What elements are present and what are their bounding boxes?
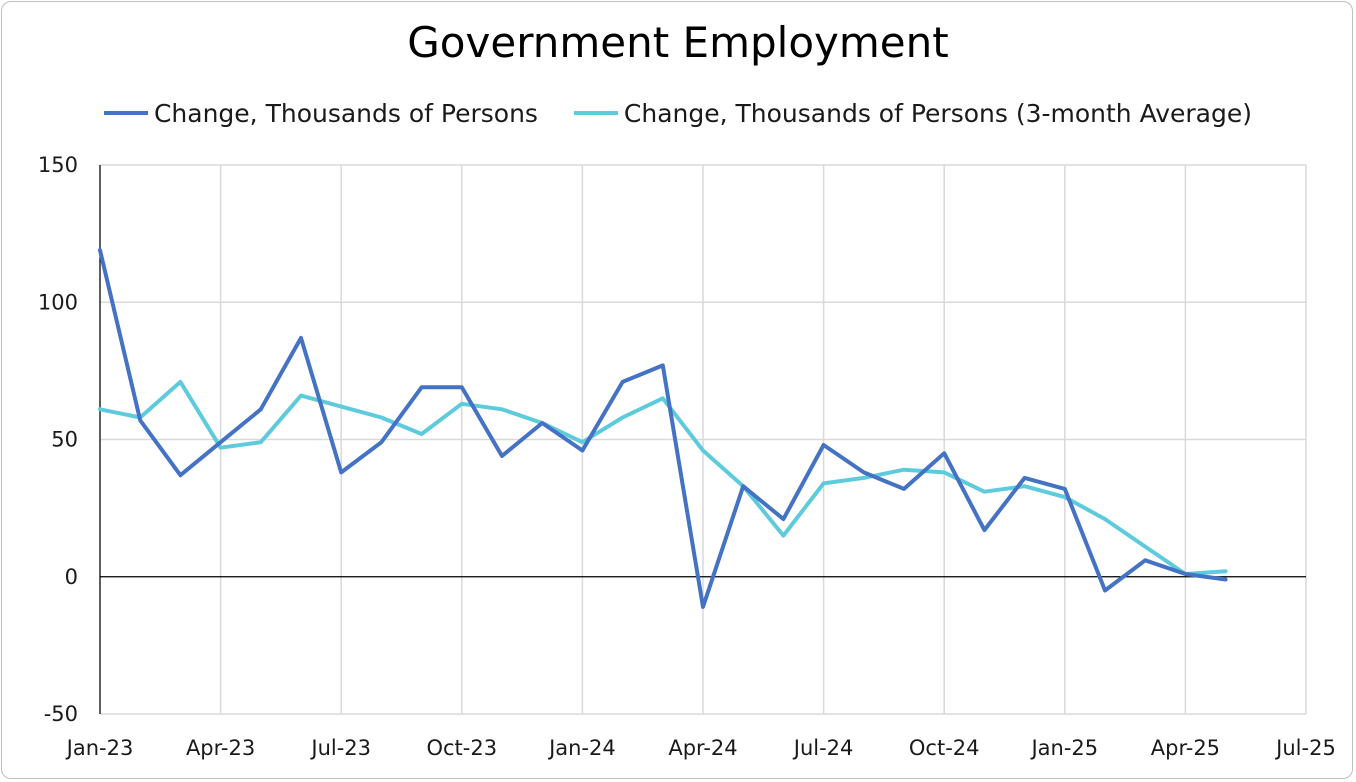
y-tick-label: 100 (38, 290, 78, 314)
legend-item-series-2: Change, Thousands of Persons (3-month Av… (573, 98, 1253, 128)
legend-swatch-series-2 (573, 111, 618, 115)
x-tick-label: Jan-24 (547, 736, 616, 760)
y-tick-label: 150 (38, 153, 78, 177)
legend-label-series-1: Change, Thousands of Persons (153, 98, 538, 128)
x-tick-label: Oct-23 (426, 736, 497, 760)
series-line-1 (98, 248, 1228, 609)
x-tick-label: Apr-23 (186, 736, 255, 760)
x-tick-label: Jul-23 (309, 736, 371, 760)
x-tick-label: Jul-25 (1274, 736, 1336, 760)
legend-item-series-1: Change, Thousands of Persons (103, 98, 538, 128)
legend-label-series-2: Change, Thousands of Persons (3-month Av… (623, 98, 1253, 128)
legend-swatch-series-1 (103, 111, 148, 115)
y-tick-label: 0 (65, 565, 78, 589)
x-tick-label: Apr-24 (668, 736, 737, 760)
x-tick-label: Jan-23 (65, 736, 134, 760)
series-line-2 (98, 379, 1228, 576)
x-tick-label: Oct-24 (909, 736, 980, 760)
y-tick-label: 50 (51, 428, 78, 452)
y-tick-label: -50 (44, 702, 78, 726)
x-tick-label: Apr-25 (1151, 736, 1220, 760)
chart-title: Government Employment (407, 18, 949, 67)
x-tick-label: Jul-24 (792, 736, 854, 760)
x-tick-label: Jan-25 (1029, 736, 1098, 760)
chart-legend: Change, Thousands of Persons Change, Tho… (0, 92, 1356, 128)
